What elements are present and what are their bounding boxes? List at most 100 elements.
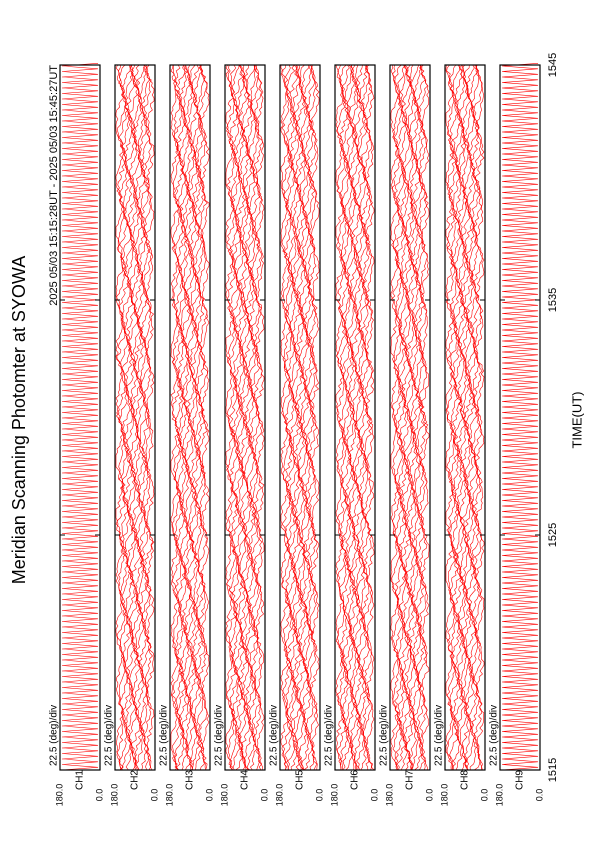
scan-trace [336, 64, 347, 771]
y-tick-label: 0.0 [534, 789, 544, 802]
scan-trace [343, 64, 354, 771]
panel-frame [59, 64, 101, 771]
scan-trace [448, 64, 460, 771]
x-tick-label: 1545 [547, 53, 559, 77]
scan-trace [230, 64, 242, 771]
scan-trace [295, 64, 307, 771]
scan-trace [135, 64, 146, 771]
scan-trace [393, 64, 404, 771]
scan-trace [192, 64, 204, 771]
scan-trace [455, 64, 467, 771]
scan-trace [286, 64, 297, 771]
trace-group [61, 63, 99, 771]
scale-label: 22.5 (deg)/div [214, 705, 225, 766]
trace-group [225, 64, 265, 771]
x-axis-label: TIME(UT) [569, 391, 584, 448]
scan-trace [288, 64, 299, 771]
channel-label: CH6 [350, 770, 361, 790]
scan-trace [242, 64, 254, 771]
channel-label: CH1 [75, 770, 86, 790]
scan-trace [118, 64, 129, 771]
y-tick-label: 180.0 [54, 784, 64, 807]
channel-label: CH7 [405, 770, 416, 790]
channel-label: CH8 [460, 770, 471, 790]
scan-trace [453, 65, 464, 771]
channel-label: CH3 [185, 770, 196, 790]
panel-frame [334, 64, 376, 771]
scan-trace [233, 64, 244, 771]
scan-trace [460, 64, 471, 771]
chart-title: Meridian Scanning Photomter at SYOWA [9, 256, 29, 584]
scan-trace [225, 64, 235, 771]
scan-trace [353, 64, 364, 771]
trace-group [115, 64, 155, 771]
scan-trace [290, 64, 302, 771]
y-tick-label: 0.0 [479, 789, 489, 802]
scan-trace [305, 64, 316, 771]
scan-trace [365, 64, 375, 771]
scale-label: 22.5 (deg)/div [489, 705, 500, 766]
y-tick-label: 180.0 [439, 784, 449, 807]
x-tick-label: 1515 [547, 758, 559, 782]
panel-frame [224, 64, 266, 771]
scan-trace [472, 64, 483, 771]
scan-trace [283, 64, 295, 771]
scan-trace [137, 64, 149, 771]
scale-label: 22.5 (deg)/div [434, 705, 445, 766]
scan-trace [400, 64, 412, 771]
scan-trace [132, 64, 144, 771]
y-tick-label: 180.0 [384, 784, 394, 807]
scan-trace [190, 64, 201, 771]
y-tick-label: 0.0 [204, 789, 214, 802]
scan-trace [310, 64, 320, 771]
scan-trace [302, 64, 314, 771]
scan-trace [254, 64, 265, 771]
scan-trace [144, 64, 155, 771]
y-tick-label: 0.0 [149, 789, 159, 802]
y-tick-label: 180.0 [329, 784, 339, 807]
trace-group [335, 64, 375, 771]
rotated-plot: Meridian Scanning Photomter at SYOWA 202… [9, 53, 585, 807]
x-tick-label: 1525 [547, 523, 559, 547]
scan-trace [252, 64, 263, 771]
panel-frame [114, 64, 156, 771]
trace-group [280, 64, 320, 771]
channel-label: CH5 [295, 770, 306, 790]
scan-trace [61, 63, 99, 771]
scan-trace [197, 64, 208, 771]
y-tick-label: 0.0 [424, 789, 434, 802]
scan-trace [390, 64, 399, 771]
y-tick-label: 180.0 [164, 784, 174, 807]
scale-label: 22.5 (deg)/div [269, 705, 280, 766]
scan-trace [238, 64, 249, 771]
scan-trace [465, 64, 476, 771]
y-tick-label: 0.0 [94, 789, 104, 802]
scan-trace [185, 64, 197, 771]
chart-subtitle: 2025 05/03 15:15:28UT - 2025 05/03 15:45… [48, 65, 60, 306]
channel-label: CH9 [515, 770, 526, 790]
panel-frame [444, 64, 486, 771]
scan-trace [446, 64, 457, 771]
scan-trace [355, 64, 366, 771]
scan-trace [348, 64, 359, 771]
scan-trace [128, 64, 139, 771]
scan-trace [475, 64, 485, 771]
scan-trace [360, 64, 371, 771]
scan-trace [307, 64, 318, 771]
y-tick-label: 0.0 [369, 789, 379, 802]
scan-trace [123, 64, 134, 771]
scan-trace [142, 64, 153, 771]
scan-trace [188, 64, 199, 771]
scan-trace [300, 64, 311, 771]
scale-label: 22.5 (deg)/div [104, 705, 115, 766]
panel-frame [279, 64, 321, 771]
scale-label: 22.5 (deg)/div [49, 705, 60, 766]
panel-frame [389, 64, 431, 771]
scan-trace [281, 64, 292, 770]
scan-trace [501, 63, 539, 771]
trace-group [390, 64, 430, 771]
scan-trace [170, 64, 180, 771]
scan-trace [335, 64, 345, 771]
y-tick-label: 180.0 [274, 784, 284, 807]
